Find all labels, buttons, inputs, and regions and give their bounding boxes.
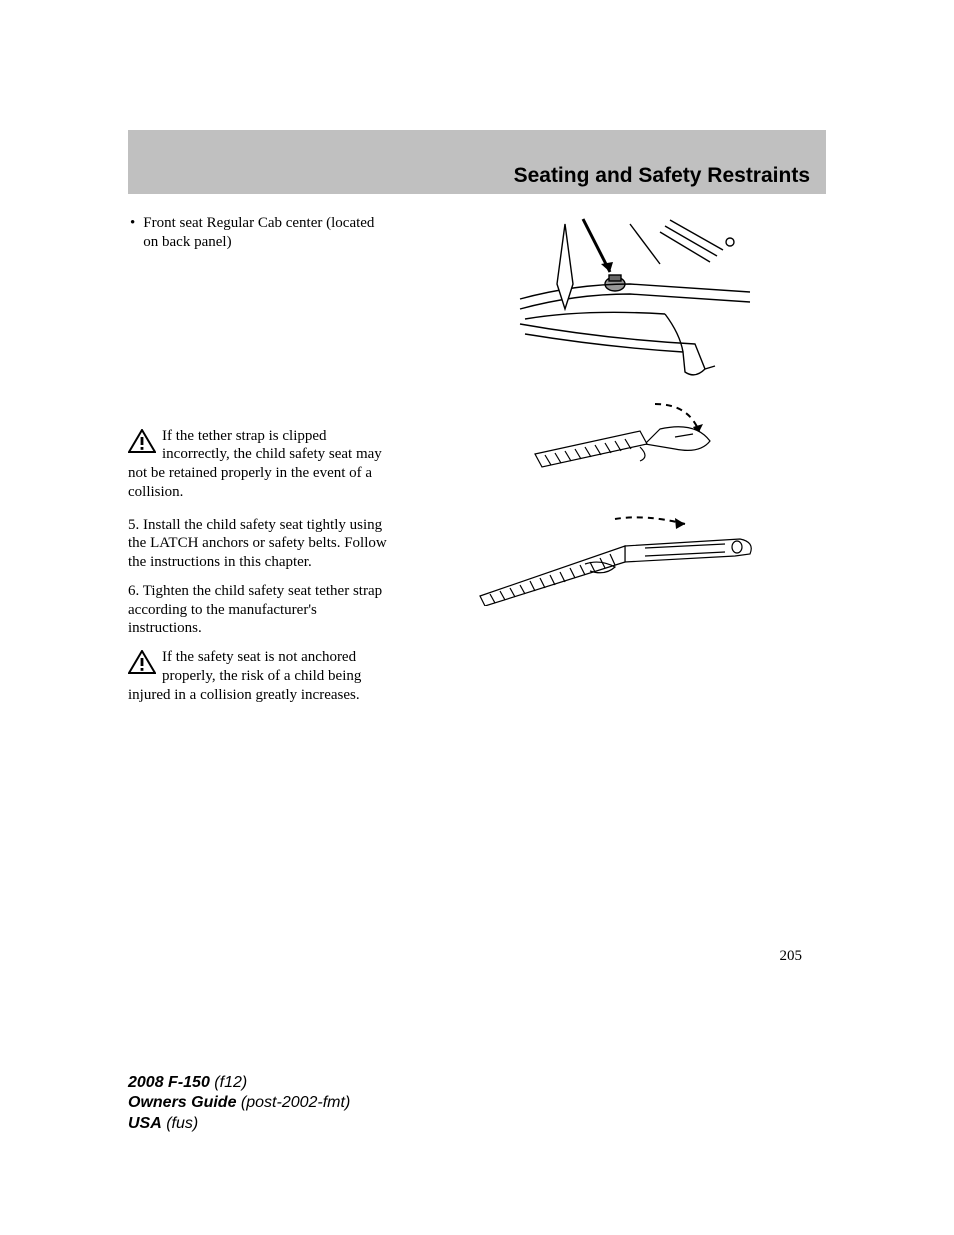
footer-region: USA xyxy=(128,1115,162,1132)
step-6: 6. Tighten the child safety seat tether … xyxy=(128,582,388,638)
footer: 2008 F-150 (f12) Owners Guide (post-2002… xyxy=(128,1073,350,1135)
bullet-item: • Front seat Regular Cab center (located… xyxy=(128,214,388,252)
footer-guide: Owners Guide xyxy=(128,1094,236,1111)
manual-page: Seating and Safety Restraints • Front se… xyxy=(0,0,954,1235)
warning-1-text: If the tether strap is clipped incorrect… xyxy=(128,428,382,500)
content-row: • Front seat Regular Cab center (located… xyxy=(128,214,826,718)
footer-line-3: USA (fus) xyxy=(128,1114,350,1135)
warning-triangle-icon xyxy=(128,650,156,680)
warning-triangle-icon xyxy=(128,429,156,459)
footer-line-2: Owners Guide (post-2002-fmt) xyxy=(128,1093,350,1114)
bullet-text: Front seat Regular Cab center (located o… xyxy=(143,214,388,252)
page-number: 205 xyxy=(128,948,826,965)
bullet-dot: • xyxy=(128,214,135,252)
chapter-title: Seating and Safety Restraints xyxy=(514,164,810,188)
footer-code-3: (fus) xyxy=(162,1115,198,1132)
chapter-header-block: Seating and Safety Restraints xyxy=(128,130,826,194)
footer-code-1: (f12) xyxy=(210,1074,247,1091)
footer-model: 2008 F-150 xyxy=(128,1074,210,1091)
text-column: • Front seat Regular Cab center (located… xyxy=(128,214,388,718)
footer-line-1: 2008 F-150 (f12) xyxy=(128,1073,350,1094)
warning-2-text: If the safety seat is not anchored prope… xyxy=(128,649,361,703)
warning-block-1: If the tether strap is clipped incorrect… xyxy=(128,427,388,502)
step-5: 5. Install the child safety seat tightly… xyxy=(128,516,388,572)
footer-code-2: (post-2002-fmt) xyxy=(236,1094,350,1111)
tether-anchor-illustration xyxy=(404,214,826,606)
illustration-column xyxy=(404,214,826,718)
warning-block-2: If the safety seat is not anchored prope… xyxy=(128,648,388,704)
